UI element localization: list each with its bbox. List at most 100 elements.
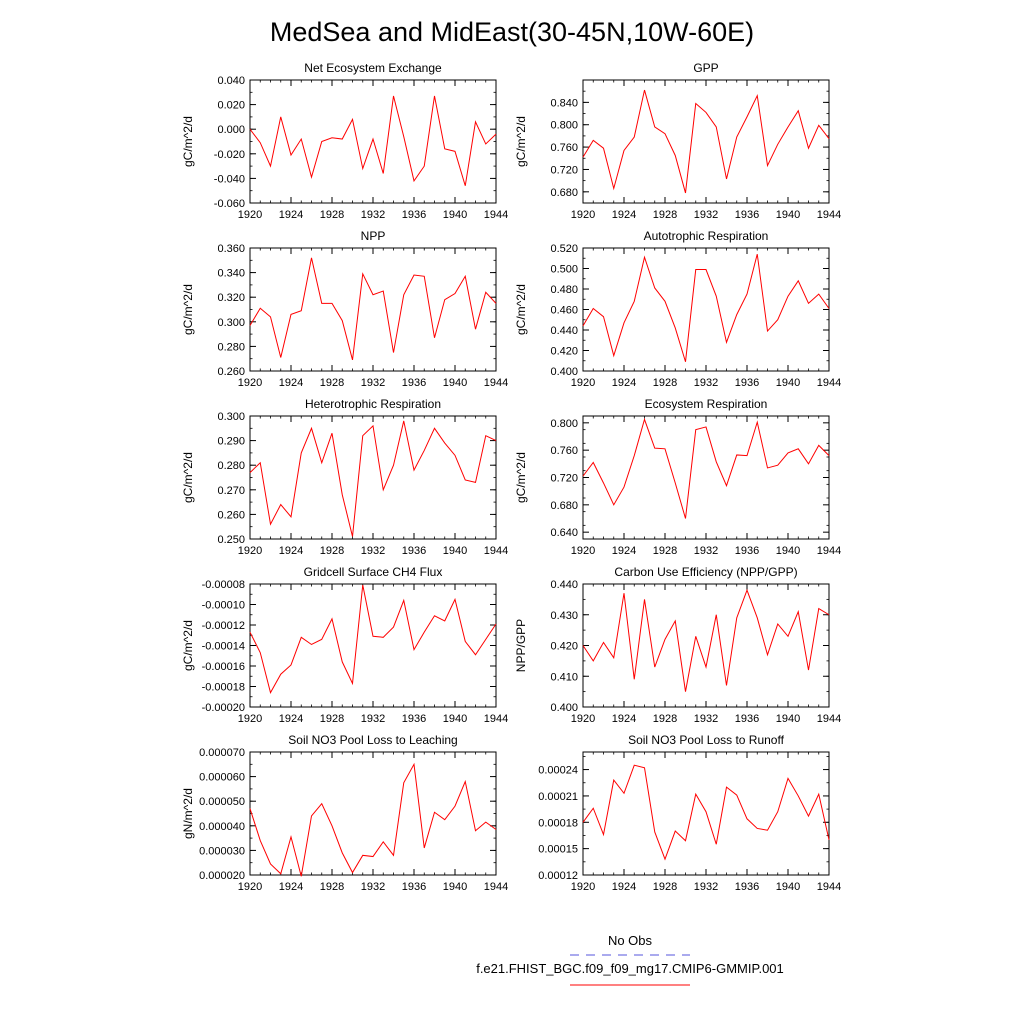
y-tick-label: 0.440 [550, 325, 578, 337]
y-tick-label: 0.280 [217, 460, 245, 472]
y-tick-label: 0.250 [217, 534, 245, 546]
panel-title: Net Ecosystem Exchange [304, 61, 442, 75]
x-tick-label: 1932 [361, 713, 385, 725]
x-tick-label: 1936 [402, 713, 426, 725]
y-tick-label: -0.00014 [202, 641, 245, 653]
y-tick-label: -0.00016 [202, 661, 245, 673]
x-tick-label: 1940 [776, 545, 800, 557]
x-tick-label: 1940 [443, 881, 467, 893]
x-tick-label: 1932 [361, 209, 385, 221]
y-tick-label: 0.800 [550, 120, 578, 132]
y-tick-label: 0.280 [217, 341, 245, 353]
x-tick-label: 1944 [484, 713, 508, 725]
panel-title: Gridcell Surface CH4 Flux [304, 565, 443, 579]
x-tick-label: 1944 [817, 713, 841, 725]
y-tick-label: 0.290 [217, 436, 245, 448]
y-axis-label: gC/m^2/d [181, 116, 195, 167]
x-tick-label: 1932 [694, 545, 718, 557]
y-tick-label: 0.800 [550, 418, 578, 430]
plot-frame [582, 415, 830, 540]
y-tick-label: -0.040 [214, 173, 245, 185]
x-tick-label: 1920 [571, 713, 595, 725]
y-tick-label: 0.360 [217, 243, 245, 255]
panel-title: NPP [361, 229, 386, 243]
y-tick-label: 0.000 [217, 124, 245, 136]
series-line [249, 584, 497, 694]
x-tick-label: 1920 [571, 545, 595, 557]
y-axis-label: gC/m^2/d [181, 452, 195, 503]
y-tick-label: 0.460 [550, 305, 578, 317]
x-tick-label: 1936 [402, 881, 426, 893]
y-tick-label: 0.440 [550, 579, 578, 591]
chart-panel: NPP 1920 1924 1928 1932 1936 1940 1944 0.260 0.28… [181, 229, 508, 389]
chart-panel: Soil NO3 Pool Loss to Leaching 1920 1924 19… [181, 733, 508, 893]
x-tick-label: 1932 [361, 881, 385, 893]
x-tick-label: 1924 [279, 713, 303, 725]
x-tick-label: 1944 [817, 545, 841, 557]
y-tick-label: -0.00018 [202, 682, 245, 694]
x-tick-label: 1924 [279, 545, 303, 557]
x-tick-label: 1920 [238, 209, 262, 221]
y-tick-label: 0.040 [217, 75, 245, 87]
panel-title: Soil NO3 Pool Loss to Leaching [288, 733, 457, 747]
x-tick-label: 1936 [402, 377, 426, 389]
y-tick-label: 0.020 [217, 100, 245, 112]
y-tick-label: 0.260 [217, 366, 245, 378]
y-tick-label: 0.340 [217, 268, 245, 280]
y-axis-label: gN/m^2/d [181, 788, 195, 839]
chart-panel: Ecosystem Respiration 1920 1924 1928 1932 193… [514, 397, 841, 557]
x-tick-label: 1940 [776, 713, 800, 725]
panel-title: Carbon Use Efficiency (NPP/GPP) [614, 565, 797, 579]
y-tick-label: 0.420 [550, 346, 578, 358]
chart-panel: GPP 1920 1924 1928 1932 1936 1940 1944 0.680 0.72… [514, 61, 841, 221]
plot-frame [582, 247, 830, 372]
y-tick-label: 0.480 [550, 284, 578, 296]
x-tick-label: 1944 [484, 545, 508, 557]
x-tick-label: 1928 [653, 209, 677, 221]
y-tick-label: 0.00012 [538, 870, 578, 882]
series-line [249, 257, 497, 361]
page-title: MedSea and MidEast(30-45N,10W-60E) [270, 17, 754, 47]
y-tick-label: 0.640 [550, 527, 578, 539]
plot-frame [249, 247, 497, 372]
y-tick-label: -0.00012 [202, 620, 245, 632]
x-tick-label: 1936 [735, 377, 759, 389]
x-tick-label: 1928 [320, 209, 344, 221]
y-tick-label: 0.760 [550, 445, 578, 457]
y-tick-label: 0.520 [550, 243, 578, 255]
chart-panel: Gridcell Surface CH4 Flux 1920 1924 1928 193… [181, 565, 508, 725]
panel-title: Soil NO3 Pool Loss to Runoff [628, 733, 785, 747]
legend-case-label: f.e21.FHIST_BGC.f09_f09_mg17.CMIP6-GMMIP… [476, 961, 784, 976]
y-axis-label: gC/m^2/d [514, 116, 528, 167]
x-tick-label: 1940 [443, 209, 467, 221]
x-tick-label: 1920 [238, 377, 262, 389]
series-line [582, 254, 830, 362]
panel-title: Autotrophic Respiration [644, 229, 769, 243]
x-tick-label: 1944 [484, 209, 508, 221]
x-tick-label: 1920 [238, 713, 262, 725]
y-tick-label: 0.320 [217, 292, 245, 304]
panel-title: Ecosystem Respiration [645, 397, 768, 411]
x-tick-label: 1920 [238, 881, 262, 893]
y-tick-label: -0.00008 [202, 579, 245, 591]
y-tick-label: 0.410 [550, 671, 578, 683]
x-tick-label: 1928 [320, 377, 344, 389]
x-tick-label: 1940 [776, 377, 800, 389]
x-tick-label: 1940 [443, 377, 467, 389]
y-tick-label: 0.00024 [538, 765, 578, 777]
x-tick-label: 1924 [612, 209, 636, 221]
series-line [249, 762, 497, 877]
y-tick-label: 0.300 [217, 317, 245, 329]
y-axis-label: gC/m^2/d [181, 620, 195, 671]
x-tick-label: 1932 [361, 377, 385, 389]
plot-frame [582, 583, 830, 708]
plot-frame [249, 583, 497, 708]
y-tick-label: 0.000030 [199, 845, 245, 857]
y-tick-label: 0.000060 [199, 772, 245, 784]
chart-panel: Net Ecosystem Exchange 1920 1924 1928 1932 19… [181, 61, 508, 221]
plot-frame [582, 751, 830, 876]
x-tick-label: 1920 [571, 209, 595, 221]
x-tick-label: 1928 [320, 881, 344, 893]
series-line [582, 764, 830, 861]
